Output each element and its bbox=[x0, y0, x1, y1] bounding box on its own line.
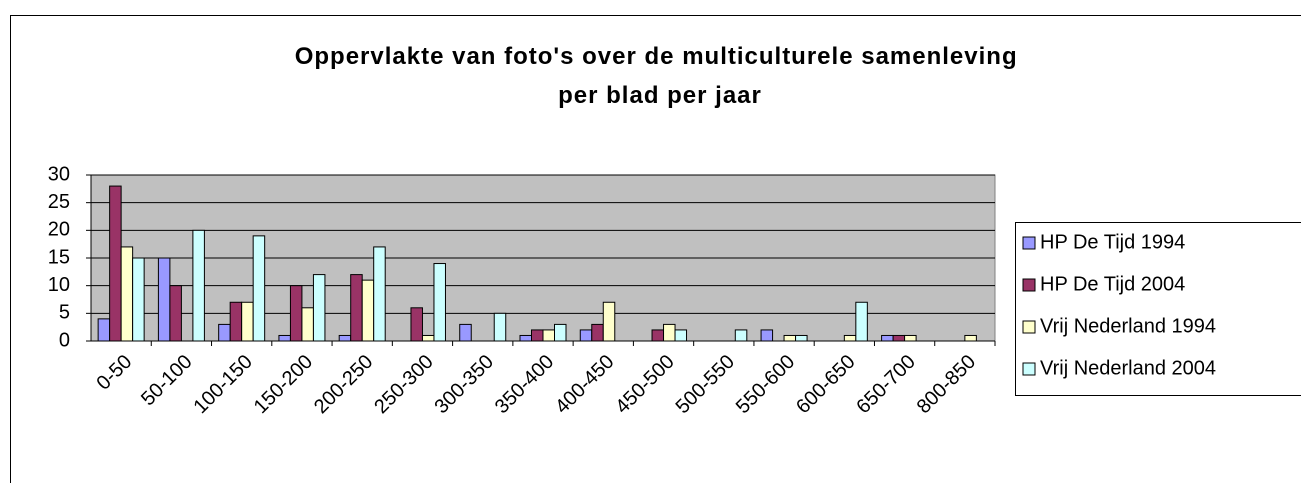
bar bbox=[591, 323, 604, 342]
y-tick-label: 10 bbox=[48, 274, 70, 296]
bar bbox=[97, 318, 111, 342]
bar bbox=[338, 334, 352, 342]
bar bbox=[433, 263, 446, 342]
bar bbox=[855, 301, 868, 342]
bar bbox=[410, 307, 423, 342]
bar bbox=[132, 257, 145, 342]
y-tick-label: 25 bbox=[48, 191, 70, 213]
legend-swatch bbox=[1022, 236, 1036, 250]
bar bbox=[795, 334, 808, 342]
y-tick-label: 20 bbox=[48, 219, 70, 241]
bar bbox=[964, 334, 977, 342]
chart-title-line: per blad per jaar bbox=[558, 82, 762, 109]
bar bbox=[531, 329, 544, 342]
bar bbox=[229, 301, 243, 342]
y-tick-label: 5 bbox=[59, 302, 70, 324]
bar bbox=[542, 329, 555, 342]
bar bbox=[663, 323, 676, 342]
bar bbox=[361, 279, 375, 342]
bar bbox=[373, 246, 386, 342]
legend-swatch bbox=[1022, 362, 1036, 376]
y-tick-label: 30 bbox=[48, 163, 70, 185]
y-tick-label: 15 bbox=[48, 246, 70, 268]
bar bbox=[120, 246, 134, 342]
bar bbox=[602, 301, 616, 342]
bar bbox=[312, 274, 326, 342]
bar bbox=[843, 334, 857, 342]
bar bbox=[519, 334, 532, 342]
chart-title-line: Oppervlakte van foto's over de multicult… bbox=[295, 43, 1018, 70]
bar bbox=[651, 329, 665, 342]
bar bbox=[252, 235, 266, 342]
bar bbox=[554, 323, 567, 342]
bar bbox=[421, 334, 435, 342]
legend-label: Vrij Nederland 2004 bbox=[1040, 357, 1216, 379]
bar bbox=[881, 334, 894, 342]
bar bbox=[904, 334, 917, 342]
chart-title: Oppervlakte van foto's over de multicult… bbox=[295, 43, 1026, 109]
bar bbox=[459, 323, 472, 342]
bar bbox=[157, 257, 171, 342]
legend-label: HP De Tijd 2004 bbox=[1040, 273, 1185, 295]
bar bbox=[734, 329, 748, 342]
bar bbox=[241, 301, 254, 342]
y-tick-label: 0 bbox=[59, 329, 70, 351]
bar bbox=[493, 312, 507, 342]
bar bbox=[169, 285, 182, 342]
bar bbox=[350, 274, 363, 342]
bar bbox=[892, 334, 906, 342]
bar bbox=[783, 334, 797, 342]
bar bbox=[218, 323, 231, 342]
legend-swatch bbox=[1022, 278, 1036, 292]
bar bbox=[301, 307, 314, 342]
legend-swatch bbox=[1022, 320, 1036, 334]
legend bbox=[1015, 222, 1301, 396]
bar bbox=[278, 334, 291, 342]
legend-label: HP De Tijd 1994 bbox=[1040, 231, 1185, 253]
bar bbox=[674, 329, 688, 342]
bar bbox=[192, 229, 205, 342]
bar bbox=[109, 185, 122, 342]
legend-label: Vrij Nederland 1994 bbox=[1040, 315, 1216, 337]
bar bbox=[760, 329, 774, 342]
bar bbox=[579, 329, 593, 342]
bar bbox=[289, 285, 303, 342]
